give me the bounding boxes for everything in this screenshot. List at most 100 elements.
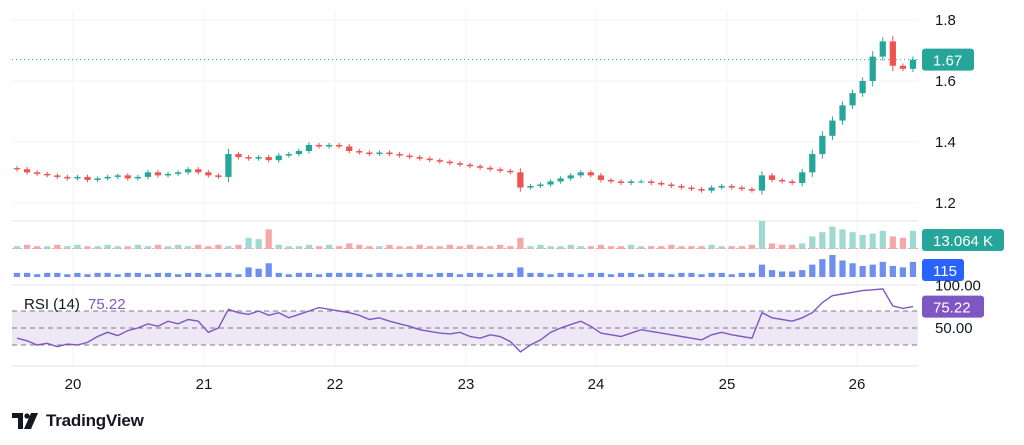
volume-bar xyxy=(205,246,212,249)
candle-body xyxy=(497,169,504,171)
counts-bar xyxy=(436,272,443,277)
counts-bar xyxy=(879,261,886,277)
tradingview-brand[interactable]: TradingView xyxy=(12,411,144,431)
volume-bar xyxy=(446,244,454,249)
counts-bar xyxy=(718,272,725,277)
volume-bar xyxy=(124,246,131,249)
volume-bar xyxy=(64,246,71,249)
volume-last-value-badge: 13.064 K xyxy=(922,229,1004,251)
counts-bar xyxy=(295,272,303,277)
candle-body xyxy=(738,187,745,190)
counts-bar xyxy=(698,274,705,277)
volume-bar xyxy=(225,246,232,249)
candle-body xyxy=(658,182,665,185)
volume-bar xyxy=(245,237,252,249)
price-tick-label: 1.6 xyxy=(935,73,956,90)
candle-body xyxy=(839,105,846,121)
counts-bar xyxy=(23,272,31,277)
candle-body xyxy=(114,175,121,177)
candle-body xyxy=(527,186,534,188)
candle-body xyxy=(356,151,363,153)
volume-bar xyxy=(597,244,605,249)
candle-body xyxy=(396,154,403,156)
volume-bar xyxy=(54,244,61,249)
counts-bar xyxy=(406,272,413,277)
counts-bar xyxy=(84,274,91,277)
candle-body xyxy=(476,166,484,168)
volume-bar xyxy=(255,239,262,249)
volume-bar xyxy=(305,244,313,249)
volume-bar xyxy=(406,246,413,249)
volume-bar xyxy=(497,244,504,249)
volume-bar xyxy=(567,244,574,249)
volume-bar xyxy=(325,244,333,249)
price-tick-label: 1.8 xyxy=(935,12,956,29)
volume-bar xyxy=(104,244,111,249)
volume-bar xyxy=(235,244,242,249)
candle-body xyxy=(829,120,836,136)
volume-bar xyxy=(426,246,433,249)
counts-bar xyxy=(748,272,756,277)
counts-bar xyxy=(658,272,665,277)
counts-bar xyxy=(587,272,594,277)
volume-bar xyxy=(164,246,172,249)
candle-body xyxy=(285,154,292,156)
counts-bar xyxy=(134,272,141,277)
volume-bar xyxy=(617,246,625,249)
volume-bar xyxy=(778,244,786,249)
volume-bar xyxy=(174,244,182,249)
volume-bar xyxy=(748,244,756,249)
counts-bar xyxy=(164,272,172,277)
volume-bar xyxy=(416,244,423,249)
counts-bar xyxy=(285,274,292,277)
counts-last-value-badge: 115 xyxy=(922,259,964,281)
price-tick-label: 1.4 xyxy=(935,134,956,151)
volume-bar xyxy=(396,246,403,249)
counts-bar xyxy=(225,272,232,277)
volume-bar xyxy=(577,246,584,249)
volume-bar xyxy=(154,244,162,249)
candle-body xyxy=(134,176,141,179)
candle-body xyxy=(255,157,262,159)
counts-bar xyxy=(799,270,806,277)
candle-body xyxy=(517,172,524,188)
counts-bar xyxy=(487,274,494,277)
counts-bar xyxy=(627,272,635,277)
candle-body xyxy=(748,189,756,191)
volume-bar xyxy=(366,246,373,249)
candle-body xyxy=(315,144,323,147)
time-tick-label: 21 xyxy=(196,376,213,393)
candle-body xyxy=(174,172,182,174)
counts-bar xyxy=(789,271,796,277)
candle-body xyxy=(819,135,826,155)
candle-body xyxy=(346,146,353,152)
candle-body xyxy=(436,160,443,162)
candle-body xyxy=(758,175,766,191)
candle-body xyxy=(768,175,776,180)
volume-bar xyxy=(557,246,564,249)
counts-bar xyxy=(517,267,524,277)
counts-bar xyxy=(809,264,816,277)
candle-body xyxy=(265,157,272,161)
candle-body xyxy=(426,158,433,161)
price-last-value-badge: 1.67 xyxy=(922,48,974,71)
counts-bar xyxy=(497,272,504,277)
volume-bar xyxy=(34,246,41,249)
candle-body xyxy=(688,187,695,190)
candle-body xyxy=(567,175,574,179)
volume-bar xyxy=(718,246,725,249)
counts-bar xyxy=(386,272,393,277)
candle-body xyxy=(154,172,162,176)
volume-bar xyxy=(265,229,272,249)
candle-body xyxy=(638,181,645,183)
volume-bar xyxy=(517,237,524,249)
candle-body xyxy=(195,169,202,173)
candle-body xyxy=(869,56,876,81)
counts-bar xyxy=(305,272,313,277)
counts-bar xyxy=(557,272,564,277)
counts-bar xyxy=(688,272,695,277)
volume-bar xyxy=(638,246,645,249)
counts-bar xyxy=(507,272,514,277)
counts-bar xyxy=(476,272,484,277)
